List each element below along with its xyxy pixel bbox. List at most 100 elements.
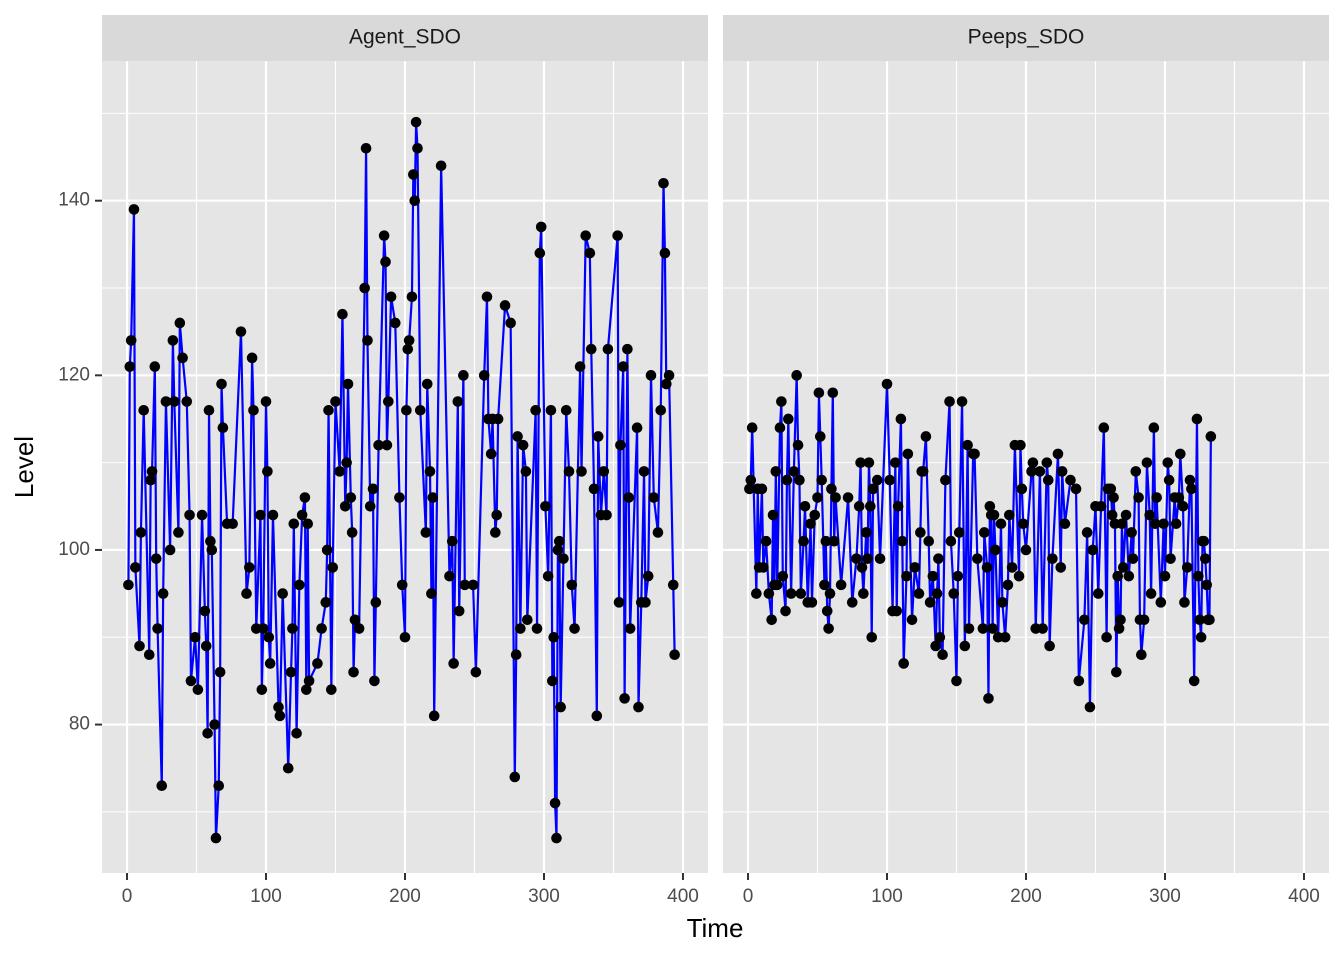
data-point-peeps <box>809 509 821 521</box>
data-point-peeps <box>1111 666 1122 678</box>
data-point-peeps <box>756 483 768 495</box>
data-point-peeps <box>1026 466 1037 477</box>
data-point-peeps <box>1149 518 1161 530</box>
x-tick-label: 400 <box>1288 886 1320 907</box>
data-point-agent <box>563 466 575 477</box>
strip-label-left: Agent_SDO <box>349 26 461 49</box>
data-point-agent <box>184 509 195 521</box>
data-point-agent <box>330 396 341 407</box>
data-point-agent <box>316 623 327 634</box>
data-point-peeps <box>937 649 948 661</box>
data-point-agent <box>130 562 141 573</box>
data-point-agent <box>534 247 546 259</box>
data-point-peeps <box>1201 579 1212 591</box>
data-point-agent <box>585 343 597 355</box>
data-point-agent <box>549 797 561 809</box>
x-tick-label: 300 <box>1149 886 1181 907</box>
data-point-agent <box>642 570 654 582</box>
data-point-peeps <box>987 623 998 634</box>
data-point-agent <box>277 588 288 599</box>
data-point-agent <box>257 623 269 634</box>
x-tick-label: 300 <box>528 886 560 907</box>
data-point-agent <box>200 640 212 652</box>
data-point-peeps <box>1081 527 1093 538</box>
data-point-peeps <box>785 588 797 599</box>
data-point-peeps <box>780 605 791 617</box>
data-point-peeps <box>874 553 886 564</box>
data-point-agent <box>631 422 643 434</box>
data-point-peeps <box>835 579 847 591</box>
data-point-agent <box>321 544 333 556</box>
data-point-peeps <box>1173 492 1185 503</box>
data-point-peeps <box>827 387 839 399</box>
data-point-peeps <box>1020 544 1032 556</box>
data-point-peeps <box>866 631 878 643</box>
data-point-peeps <box>940 474 951 486</box>
data-point-agent <box>267 509 279 521</box>
data-point-agent <box>177 352 188 364</box>
data-point-peeps <box>895 413 907 425</box>
data-point-peeps <box>828 535 840 547</box>
data-point-peeps <box>1177 500 1189 512</box>
data-point-peeps <box>1181 562 1193 573</box>
data-point-peeps <box>1195 631 1207 643</box>
data-point-agent <box>485 448 497 460</box>
data-point-agent <box>510 649 522 661</box>
data-point-peeps <box>1162 457 1174 468</box>
data-point-agent <box>619 693 630 704</box>
data-point-agent <box>633 701 644 713</box>
data-point-peeps <box>927 570 939 582</box>
data-point-agent <box>359 282 370 294</box>
data-point-agent <box>667 579 679 591</box>
data-point-agent <box>145 474 156 486</box>
data-point-agent <box>164 544 176 556</box>
data-point-peeps <box>798 535 809 547</box>
data-point-peeps <box>871 474 883 486</box>
data-point-peeps <box>1165 553 1176 564</box>
data-point-agent <box>588 483 600 495</box>
data-point-peeps <box>751 588 762 599</box>
data-point-peeps <box>792 439 804 451</box>
data-point-peeps <box>881 378 893 390</box>
data-point-agent <box>424 466 436 477</box>
data-point-agent <box>591 710 603 722</box>
data-point-peeps <box>1079 614 1090 626</box>
data-point-peeps <box>1059 518 1071 530</box>
data-point-peeps <box>1015 439 1026 451</box>
data-point-peeps <box>915 527 926 538</box>
data-point-agent <box>235 326 247 337</box>
data-point-peeps <box>1017 518 1029 530</box>
facet-panel-right: Peeps_SDO <box>723 15 1329 873</box>
data-point-agent <box>296 509 308 521</box>
data-point-agent <box>263 631 275 643</box>
data-point-agent <box>638 466 650 477</box>
data-point-agent <box>370 597 382 608</box>
data-point-peeps <box>865 500 876 512</box>
data-point-agent <box>345 492 357 503</box>
data-point-agent <box>394 492 405 503</box>
data-point-agent <box>348 666 359 678</box>
data-point-agent <box>273 701 284 713</box>
data-point-agent <box>661 378 672 390</box>
data-point-peeps <box>1205 431 1217 442</box>
data-point-agent <box>181 396 193 407</box>
x-tick-label: 100 <box>250 886 282 907</box>
data-point-agent <box>659 247 671 259</box>
data-point-agent <box>173 527 184 538</box>
data-point-agent <box>467 579 479 591</box>
data-point-agent <box>124 361 136 372</box>
data-point-agent <box>244 562 255 573</box>
data-point-peeps <box>1112 570 1124 582</box>
data-point-peeps <box>830 492 841 503</box>
data-point-agent <box>470 666 482 678</box>
data-point-peeps <box>814 431 826 442</box>
data-point-agent <box>408 169 419 180</box>
data-point-agent <box>412 143 423 154</box>
data-point-peeps <box>1087 544 1099 556</box>
data-point-agent <box>426 588 437 599</box>
data-point-peeps <box>1184 474 1196 486</box>
data-point-peeps <box>1092 588 1104 599</box>
data-point-agent <box>381 439 393 451</box>
data-point-peeps <box>858 588 869 599</box>
